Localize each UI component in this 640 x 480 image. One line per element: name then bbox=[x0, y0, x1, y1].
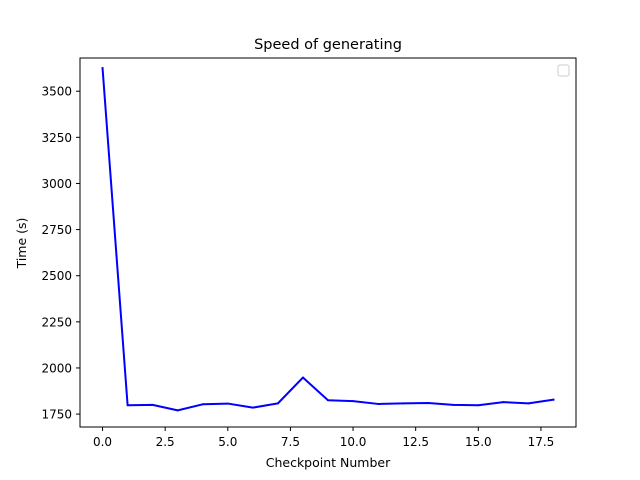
data-point bbox=[276, 402, 279, 405]
legend-box bbox=[557, 64, 570, 77]
y-tick-label: 2250 bbox=[41, 315, 72, 329]
data-point bbox=[251, 406, 254, 409]
x-axis-label: Checkpoint Number bbox=[266, 455, 391, 470]
y-axis: 1750 2000 2250 2500 2750 3000 3250 3500 bbox=[41, 85, 80, 422]
data-point bbox=[552, 398, 555, 401]
data-point bbox=[377, 402, 380, 405]
plot-frame bbox=[79, 57, 577, 428]
x-axis: 0.0 2.5 5.0 7.5 10.0 12.5 15.0 17.5 bbox=[93, 427, 554, 449]
x-tick-label: 10.0 bbox=[340, 435, 367, 449]
data-point bbox=[301, 376, 304, 379]
series-line bbox=[101, 67, 555, 412]
y-tick-label: 1750 bbox=[41, 408, 72, 422]
x-tick-label: 7.5 bbox=[281, 435, 300, 449]
x-tick-label: 5.0 bbox=[218, 435, 237, 449]
chart-title: Speed of generating bbox=[254, 37, 402, 53]
data-point bbox=[327, 399, 329, 402]
x-tick-label: 0.0 bbox=[93, 435, 112, 449]
y-tick-label: 2500 bbox=[41, 269, 72, 283]
data-point bbox=[402, 402, 405, 405]
x-tick-label: 2.5 bbox=[156, 435, 175, 449]
y-axis-label: Time (s) bbox=[14, 218, 29, 270]
y-tick-label: 3000 bbox=[41, 177, 72, 191]
data-point bbox=[151, 403, 154, 406]
data-point bbox=[201, 403, 204, 406]
x-tick-label: 17.5 bbox=[528, 435, 555, 449]
data-point bbox=[502, 401, 505, 404]
data-point bbox=[527, 402, 530, 405]
x-tick-label: 12.5 bbox=[402, 435, 429, 449]
data-point bbox=[126, 404, 129, 407]
series-layer bbox=[101, 67, 555, 412]
y-tick-label: 2000 bbox=[41, 361, 72, 375]
data-point bbox=[452, 403, 455, 406]
y-tick-label: 2750 bbox=[41, 223, 72, 237]
data-point bbox=[101, 67, 104, 70]
data-point bbox=[427, 402, 430, 405]
y-tick-label: 3250 bbox=[41, 131, 72, 145]
y-tick-label: 3500 bbox=[41, 85, 72, 99]
x-tick-label: 15.0 bbox=[465, 435, 492, 449]
data-point bbox=[352, 400, 355, 403]
data-point bbox=[226, 402, 229, 405]
data-point bbox=[176, 409, 179, 412]
data-point bbox=[477, 404, 480, 407]
